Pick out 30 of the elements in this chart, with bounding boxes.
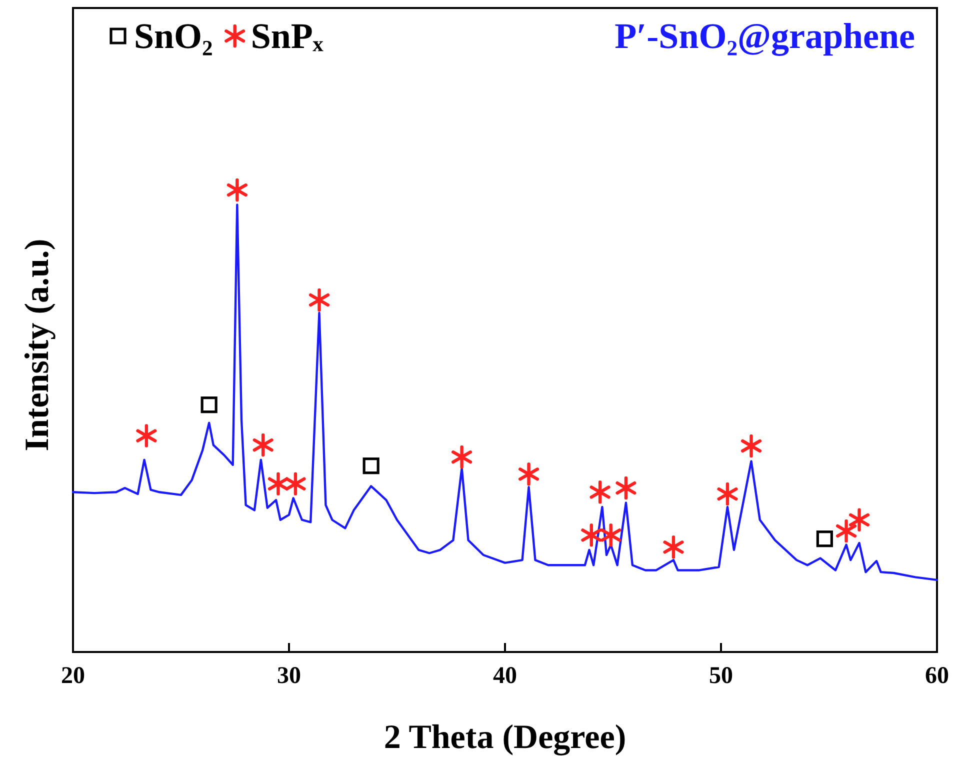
legend-label: SnPₓ	[250, 16, 324, 56]
point	[848, 508, 870, 532]
point	[518, 462, 540, 486]
point	[252, 433, 274, 457]
point	[136, 424, 157, 448]
point	[590, 480, 610, 504]
point	[268, 472, 288, 496]
x-tick-label: 40	[493, 663, 517, 690]
point	[226, 178, 248, 202]
point	[285, 472, 306, 496]
point	[616, 476, 636, 500]
point	[452, 445, 472, 469]
point	[816, 530, 833, 548]
x-tick-label: 30	[277, 663, 301, 690]
x-axis-title: 2 Theta (Degree)	[384, 719, 626, 756]
point	[362, 458, 380, 474]
point	[836, 519, 857, 543]
x-tick-label: 20	[61, 663, 85, 690]
point	[200, 396, 218, 414]
point	[717, 482, 738, 506]
x-tick-label: 60	[925, 663, 949, 690]
point	[663, 536, 684, 559]
point	[581, 524, 602, 547]
x-tick-label: 50	[709, 663, 733, 690]
legend-label: SnO₂	[134, 16, 213, 56]
point	[740, 434, 762, 458]
point	[600, 524, 622, 547]
point	[308, 288, 330, 312]
text: P′-SnO₂@graphene	[614, 16, 916, 56]
y-axis-title: Intensity (a.u.)	[19, 238, 56, 452]
